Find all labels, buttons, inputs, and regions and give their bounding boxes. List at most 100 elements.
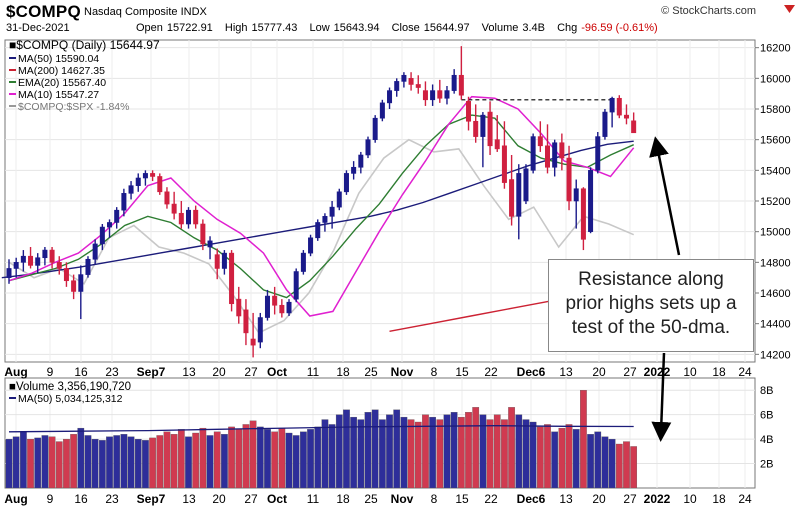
volume-bar — [508, 407, 515, 489]
volume-bar — [300, 431, 307, 489]
candle-body — [501, 145, 507, 183]
volume-x-tick-label: Oct — [267, 492, 287, 506]
candle-body — [351, 166, 357, 174]
arrow-to-50dma — [649, 136, 681, 256]
ratio-line-compq-spx — [8, 138, 635, 334]
volume-x-tick-label: Sep7 — [137, 492, 166, 506]
annotation-line-2: prior highs sets up a — [565, 293, 737, 314]
candle-body — [509, 179, 515, 217]
volume-bar — [185, 436, 192, 489]
price-x-tick-label: 11 — [307, 365, 320, 379]
candle-body — [365, 139, 371, 156]
candle-body — [552, 142, 558, 168]
candle-body — [243, 309, 249, 334]
volume-x-tick-label: 22 — [484, 492, 498, 506]
volume-x-tick-label: Nov — [391, 492, 414, 506]
price-y-tick-label: 15600 — [760, 135, 791, 147]
volume-x-tick-label: 13 — [182, 492, 196, 506]
volume-bar — [271, 431, 279, 489]
candle-body — [164, 191, 170, 205]
candle-body — [308, 237, 314, 254]
volume-bar — [292, 435, 300, 489]
candle-body — [99, 226, 105, 245]
volume-bar — [364, 412, 372, 489]
volume-x-tick-label: 24 — [738, 492, 752, 506]
volume-bar — [70, 434, 77, 489]
candle-body — [358, 154, 364, 168]
volume-x-tick-label: Dec6 — [517, 492, 546, 506]
candle-body — [394, 81, 400, 91]
volume-bar — [457, 416, 465, 489]
volume-bar — [321, 419, 329, 489]
volume-bar — [450, 412, 458, 489]
volume-bar — [113, 435, 121, 489]
candle-body — [128, 185, 134, 194]
candle-body — [343, 173, 349, 193]
candle-body — [616, 97, 622, 116]
candle-body — [408, 78, 414, 85]
candle-body — [609, 97, 615, 113]
candle-body — [35, 257, 41, 266]
candle-body — [631, 120, 637, 134]
candle-body — [300, 252, 306, 272]
arrow-to-volume — [651, 352, 672, 442]
volume-bar — [120, 434, 128, 489]
volume-bar — [12, 436, 20, 489]
volume-bar — [493, 414, 501, 489]
candle-body — [430, 90, 436, 101]
volume-bar — [314, 426, 322, 489]
volume-bar — [472, 407, 480, 489]
candle-body — [315, 222, 321, 239]
volume-bar — [379, 419, 386, 489]
volume-bar — [479, 414, 487, 489]
volume-bar — [307, 429, 314, 489]
volume-bar — [587, 434, 594, 489]
volume-bar — [580, 390, 587, 489]
volume-bar — [393, 409, 401, 489]
price-y-tick-label: 14200 — [760, 349, 791, 361]
candle-body — [221, 252, 227, 269]
price-x-tick-label: 10 — [683, 365, 697, 379]
volume-bar — [84, 435, 92, 489]
price-x-tick-label: Sep7 — [137, 365, 166, 379]
price-x-tick-label: Oct — [267, 365, 287, 379]
candle-body — [279, 304, 285, 314]
volume-x-tick-label: 23 — [105, 492, 119, 506]
candle-body — [580, 188, 586, 240]
volume-x-tick-label: 8 — [431, 492, 438, 506]
low-value: 15643.94 — [333, 22, 380, 34]
volume-x-tick-label: 2022 — [644, 492, 671, 506]
candle-body — [322, 216, 328, 223]
chg-value: -96.59 (-0.61%) — [581, 22, 658, 34]
brand-label[interactable]: © StockCharts.com — [661, 5, 756, 17]
candle-body — [480, 114, 486, 137]
volume-bar — [544, 424, 551, 489]
chg-label: Chg — [557, 22, 578, 34]
volume-bar — [278, 427, 286, 489]
candle-body — [293, 271, 299, 300]
candle-body — [28, 255, 34, 266]
volume-bar — [515, 414, 523, 489]
volume-bar — [249, 420, 257, 489]
price-x-tick-label: 18 — [336, 365, 350, 379]
volume-x-tick-label: Aug — [4, 492, 27, 506]
dropdown-arrow-icon[interactable] — [783, 4, 796, 14]
annotation-box: Resistance along prior highs sets up a t… — [548, 259, 754, 352]
volume-bar — [156, 435, 164, 489]
volume-bar — [149, 437, 156, 489]
volume-bar — [558, 427, 566, 489]
volume-x-tick-label: 27 — [244, 492, 258, 506]
volume-y-tick-label: 2B — [760, 459, 773, 471]
volume-bar — [27, 438, 34, 489]
volume-x-tick-label: 15 — [455, 492, 469, 506]
price-y-tick-label: 16200 — [760, 43, 791, 55]
price-y-tick-label: 15800 — [760, 104, 791, 116]
volume-bar — [163, 431, 171, 489]
candle-body — [257, 317, 263, 343]
volume-bar — [256, 426, 264, 489]
volume-bar — [601, 436, 609, 489]
volume-bar — [264, 429, 271, 489]
candle-body — [142, 173, 148, 179]
candle-body — [207, 240, 213, 248]
